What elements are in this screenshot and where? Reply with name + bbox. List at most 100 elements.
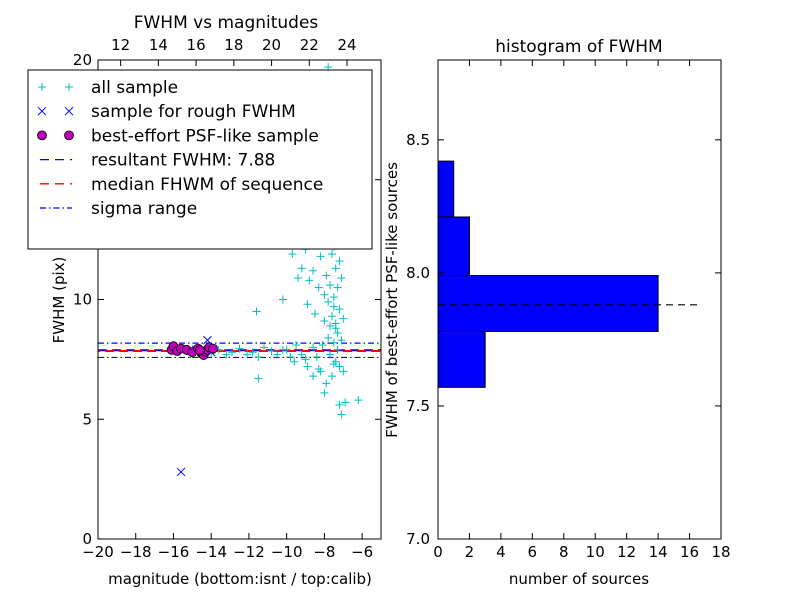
histogram-bar [437, 330, 486, 388]
plus-point [324, 297, 333, 306]
x-tick-label: −6 [351, 543, 373, 561]
plus-point [312, 352, 321, 361]
y-tick-label: 7.5 [406, 397, 430, 415]
top-x-tick-label: 16 [187, 36, 206, 54]
plus-legend-marker [38, 83, 46, 91]
plus-point [243, 350, 252, 359]
circle-legend-marker [37, 130, 47, 141]
plus-point [333, 329, 342, 338]
scatter-x-axis-label: magnitude (bottom:isnt / top:calib) [108, 570, 372, 588]
x-tick-label: 4 [496, 543, 506, 561]
plus-point [267, 346, 276, 355]
scatter-title: FWHM vs magnitudes [134, 13, 319, 33]
plus-point [333, 283, 342, 292]
plus-point [316, 367, 325, 376]
scatter-panel: FWHM vs magnitudes −20 −18 −16 −14 −12 −10 −8−… [27, 13, 382, 588]
plus-point [339, 314, 348, 323]
legend-label: all sample [91, 78, 178, 98]
plus-point [331, 324, 340, 333]
plus-point [320, 290, 329, 299]
plus-point [320, 388, 329, 397]
plus-point [273, 350, 282, 359]
plus-point [292, 341, 301, 350]
legend: all sample sample for rough FWHM best-effo… [27, 69, 373, 250]
legend-label: best-effort PSF-like sample [91, 126, 319, 146]
plus-point [320, 317, 329, 326]
plus-point [314, 283, 323, 292]
plus-point [329, 338, 338, 347]
plus-point [354, 396, 363, 405]
plus-point [335, 362, 344, 371]
plus-point [309, 343, 318, 352]
plus-point [222, 350, 231, 359]
legend-box [27, 69, 373, 250]
top-x-tick-label: 12 [111, 36, 130, 54]
plus-point [309, 372, 318, 381]
x-tick-label: −20 [82, 543, 114, 561]
plus-point [318, 341, 327, 350]
histogram-bar [437, 160, 455, 218]
legend-label: median FHWM of sequence [91, 175, 323, 195]
plus-point [282, 345, 291, 354]
circle-legend-marker [64, 130, 74, 141]
plus-point [327, 372, 336, 381]
plus-point [326, 281, 335, 290]
histogram-panel: histogram of FWHM 0 2 4 6 8 10 12 14 16 18 7.0 7.5 8… [383, 37, 731, 588]
plus-point [337, 336, 346, 345]
x-tick-label: 16 [680, 543, 699, 561]
circle-point [194, 345, 205, 356]
legend-items: all sample sample for rough FWHM best-effo… [37, 78, 323, 219]
histogram-bar [437, 275, 659, 332]
x-tick-label: 8 [559, 543, 569, 561]
plus-point [337, 410, 346, 419]
plus-point [252, 307, 261, 316]
x-tick-label: −18 [120, 543, 152, 561]
plus-point [260, 343, 269, 352]
plus-point [341, 398, 350, 407]
plus-point [290, 357, 299, 366]
scatter-y-axis-label: FWHM (pix) [50, 257, 68, 344]
y-tick-label: 20 [73, 51, 92, 69]
plus-point [293, 273, 302, 282]
plus-point [322, 271, 331, 280]
plus-point [316, 252, 325, 261]
plus-point [335, 305, 344, 314]
legend-entry: sigma range [40, 199, 197, 219]
plus-point [310, 309, 319, 318]
plus-point [254, 374, 263, 383]
y-tick-label: 5 [82, 410, 92, 428]
plus-point [305, 276, 314, 285]
plus-point [297, 350, 306, 359]
top-x-tick-label: 20 [262, 36, 281, 54]
plus-point [235, 344, 244, 353]
plus-point [324, 333, 333, 342]
x-tick-label: −16 [158, 543, 190, 561]
histogram-ticks: 0 2 4 6 8 10 12 14 16 18 7.0 7.5 8.0 8.5 [406, 60, 731, 561]
plus-point [309, 266, 318, 275]
legend-label: resultant FWHM: 7.88 [91, 151, 275, 171]
plus-point [329, 293, 338, 302]
x-tick-label: −14 [195, 543, 227, 561]
legend-entry: sample for rough FWHM [37, 102, 296, 122]
plus-point [297, 264, 306, 273]
plus-point [254, 352, 263, 361]
y-tick-label: 0 [82, 530, 92, 548]
y-tick-label: 8.0 [406, 264, 430, 282]
x-tick-label: 6 [528, 543, 538, 561]
plus-point [326, 321, 335, 330]
x-tick-label: 14 [649, 543, 668, 561]
top-x-tick-label: 22 [300, 36, 319, 54]
legend-label: sample for rough FWHM [91, 102, 296, 122]
x-tick-label: 18 [711, 543, 730, 561]
plus-point [227, 348, 236, 357]
y-tick-label: 7.0 [406, 530, 430, 548]
histogram-title: histogram of FWHM [495, 37, 662, 57]
plus-point [326, 350, 335, 359]
legend-label: sigma range [91, 199, 197, 219]
plus-point [335, 400, 344, 409]
top-x-tick-label: 14 [149, 36, 168, 54]
plus-legend-marker [65, 83, 73, 91]
x-tick-label: −8 [313, 543, 335, 561]
histogram-y-axis-label: FWHM of best-effort PSF-like sources [383, 162, 401, 438]
x-point [176, 467, 186, 477]
